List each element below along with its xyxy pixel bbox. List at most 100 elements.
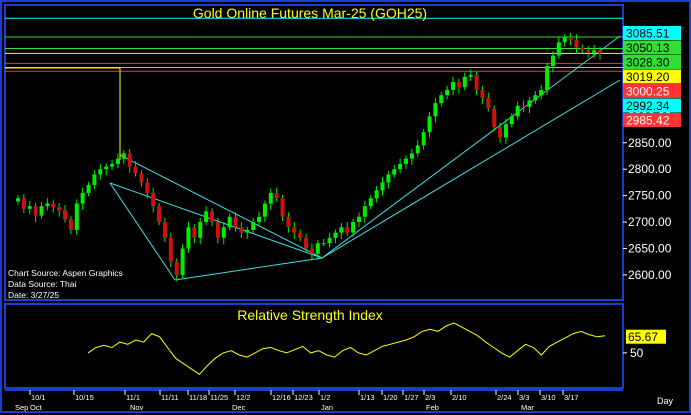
chart-source-label: Chart Source: Aspen Graphics xyxy=(8,268,123,278)
x-tick-label-6: 12/2 xyxy=(236,393,251,402)
candle-body-41 xyxy=(257,216,262,223)
candle-body-78 xyxy=(474,75,479,90)
candle-body-72 xyxy=(439,95,444,104)
candle-body-73 xyxy=(445,89,450,96)
x-tick-label-10: 1/13 xyxy=(360,393,375,402)
candle-body-66 xyxy=(404,158,408,164)
candle-body-29 xyxy=(186,227,191,249)
candle-body-15 xyxy=(104,166,109,170)
candle-body-68 xyxy=(415,145,420,154)
x-tick-label-8: 12/23 xyxy=(294,393,313,402)
candle-body-52 xyxy=(321,243,326,245)
candle-body-84 xyxy=(509,116,514,125)
candle-body-12 xyxy=(86,185,91,193)
candle-body-13 xyxy=(92,174,97,186)
price-y-tick-label-4: 2800.00 xyxy=(628,162,672,176)
candle-body-26 xyxy=(168,237,173,262)
candle-body-23 xyxy=(151,192,156,207)
x-tick-label-4: 11/18 xyxy=(189,393,207,402)
reference-badge-label-2: 3028.30 xyxy=(626,56,670,70)
candle-body-89 xyxy=(539,89,544,96)
rsi-y-tick-label-0: 50 xyxy=(630,346,644,360)
candle-body-30 xyxy=(192,227,197,238)
candle-body-85 xyxy=(515,105,520,117)
candle-body-18 xyxy=(121,153,126,159)
reference-lines xyxy=(5,17,623,72)
candle-body-38 xyxy=(239,227,244,233)
candle-body-35 xyxy=(221,227,226,238)
candle-body-82 xyxy=(498,126,503,138)
trendline-2 xyxy=(109,182,176,281)
candle-body-81 xyxy=(492,108,497,127)
x-tick-label-1: 10/15 xyxy=(75,393,94,402)
trendline-5 xyxy=(321,79,621,259)
candle-body-0 xyxy=(16,198,20,202)
candle-body-70 xyxy=(427,116,432,133)
x-tick-label-9: 1/2 xyxy=(320,393,330,402)
candle-body-86 xyxy=(521,105,526,107)
candle-body-61 xyxy=(374,190,379,199)
candle-body-51 xyxy=(315,243,320,254)
candle-body-8 xyxy=(63,210,68,220)
x-tick-label-5: 11/25 xyxy=(210,393,228,402)
price-panel-border xyxy=(4,4,624,301)
candle-body-97 xyxy=(586,50,591,53)
reference-badge-bg-4 xyxy=(623,84,681,98)
candle-body-90 xyxy=(545,66,550,90)
candle-body-67 xyxy=(409,153,414,159)
rsi-series-line xyxy=(87,322,606,375)
x-month-label-3: Dec xyxy=(232,403,246,412)
candle-body-63 xyxy=(386,174,391,183)
candle-body-21 xyxy=(139,173,144,183)
candle-body-58 xyxy=(356,216,361,223)
reference-badge-label-3: 3019.20 xyxy=(626,70,670,84)
candle-body-48 xyxy=(298,232,303,238)
candle-body-20 xyxy=(133,166,138,174)
x-tick-label-12: 1/27 xyxy=(404,393,419,402)
date-label: Date: 3/27/25 xyxy=(8,290,59,300)
candle-body-16 xyxy=(110,163,115,167)
candle-body-59 xyxy=(362,206,367,217)
candle-body-75 xyxy=(456,81,461,88)
rsi-last-value-badge: 65.67 xyxy=(626,329,666,344)
trendline-0 xyxy=(119,154,323,259)
candle-body-54 xyxy=(333,232,338,238)
reference-badge-bg-6 xyxy=(623,113,681,127)
rsi-badge-bg xyxy=(626,329,666,344)
candle-body-4 xyxy=(39,206,44,216)
candle-body-88 xyxy=(533,95,538,101)
candle-body-34 xyxy=(215,222,220,238)
candle-body-44 xyxy=(274,192,279,199)
candle-body-55 xyxy=(339,227,344,233)
reference-badge-bg-0 xyxy=(623,26,681,40)
candle-body-2 xyxy=(27,206,32,209)
reference-badge-label-0: 3085.51 xyxy=(626,27,670,41)
candle-body-27 xyxy=(174,261,179,275)
rsi-title: Relative Strength Index xyxy=(237,307,383,323)
candle-body-96 xyxy=(580,47,585,51)
candle-body-3 xyxy=(33,206,38,216)
x-tick-label-2: 11/1 xyxy=(126,393,140,402)
candle-body-46 xyxy=(286,216,291,228)
candle-body-22 xyxy=(145,182,150,193)
candle-body-62 xyxy=(380,182,385,191)
candle-body-32 xyxy=(204,211,209,223)
price-chart-title: Gold Online Futures Mar-25 (GOH25) xyxy=(193,5,427,21)
price-y-tick-label-0: 2600.00 xyxy=(628,268,672,282)
candle-body-1 xyxy=(21,198,26,209)
candle-body-31 xyxy=(198,222,203,238)
candle-body-53 xyxy=(327,237,332,244)
rsi-badge-label: 65.67 xyxy=(628,330,658,344)
x-month-label-4: Jan xyxy=(321,403,333,412)
candle-body-45 xyxy=(280,198,285,217)
trendline-4 xyxy=(321,35,621,259)
candle-body-42 xyxy=(262,203,267,217)
x-tick-label-18: 3/17 xyxy=(564,393,579,402)
candle-body-14 xyxy=(98,169,103,175)
candle-body-40 xyxy=(251,222,256,230)
candle-body-77 xyxy=(468,75,473,77)
price-y-tick-label-2: 2700.00 xyxy=(628,215,672,229)
